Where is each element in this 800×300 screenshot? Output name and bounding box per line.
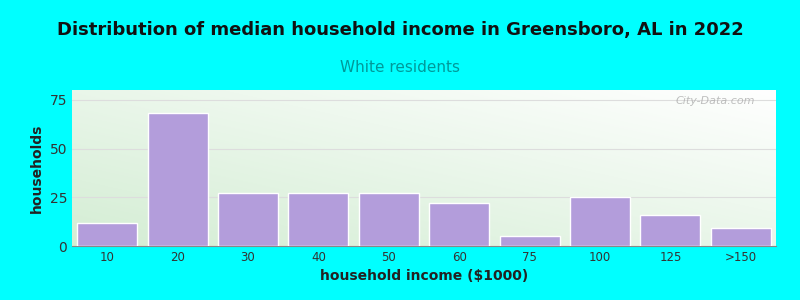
Bar (711, 229, 770, 246)
Bar (78, 223, 137, 246)
Bar (641, 215, 700, 246)
Bar (289, 193, 348, 246)
Text: Distribution of median household income in Greensboro, AL in 2022: Distribution of median household income … (57, 21, 743, 39)
Bar (148, 113, 207, 246)
Bar (430, 203, 489, 246)
Bar (359, 193, 418, 246)
Bar (570, 197, 630, 246)
Text: White residents: White residents (340, 60, 460, 75)
X-axis label: household income ($1000): household income ($1000) (320, 269, 528, 284)
Y-axis label: households: households (30, 123, 44, 213)
Bar (218, 193, 278, 246)
Bar (500, 236, 559, 246)
Text: City-Data.com: City-Data.com (675, 96, 755, 106)
